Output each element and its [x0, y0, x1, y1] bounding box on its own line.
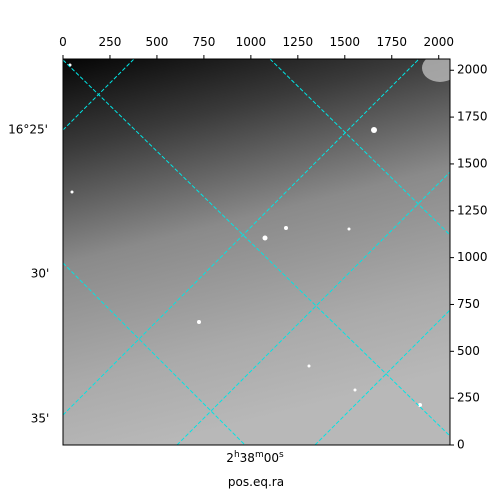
ra-part: m — [255, 450, 264, 460]
ra-label: 2h38m00s — [226, 450, 284, 465]
y-tick-label: 250 — [457, 391, 480, 405]
ra-part: s — [279, 450, 284, 460]
y-tick-label: 0 — [457, 438, 465, 452]
x-tick-label: 2000 — [423, 35, 454, 49]
ra-part: 2 — [226, 451, 234, 465]
x-tick-label: 1000 — [236, 35, 267, 49]
x-tick-label: 0 — [59, 35, 67, 49]
ra-part: h — [234, 450, 240, 460]
x-tick-label: 1500 — [330, 35, 361, 49]
y-tick-label: 1250 — [457, 203, 488, 217]
x-tick-label: 250 — [99, 35, 122, 49]
ra-part: 38 — [240, 451, 255, 465]
y-tick-label: 1500 — [457, 156, 488, 170]
x-tick-label: 1250 — [283, 35, 314, 49]
ra-part: 00 — [264, 451, 279, 465]
y-tick-label: 500 — [457, 344, 480, 358]
image — [63, 59, 450, 445]
dec-label: 35' — [31, 412, 50, 426]
x-tick-label: 750 — [192, 35, 215, 49]
x-axis-label: pos.eq.ra — [228, 475, 284, 489]
y-tick-label: 1000 — [457, 250, 488, 264]
x-tick-label: 1750 — [376, 35, 407, 49]
frame — [62, 58, 451, 446]
y-tick-label: 1750 — [457, 110, 488, 124]
x-tick-label: 500 — [145, 35, 168, 49]
dec-label: 16°25' — [8, 123, 48, 137]
dec-label: 30' — [31, 267, 50, 281]
y-tick-label: 750 — [457, 297, 480, 311]
y-tick-label: 2000 — [457, 63, 488, 77]
